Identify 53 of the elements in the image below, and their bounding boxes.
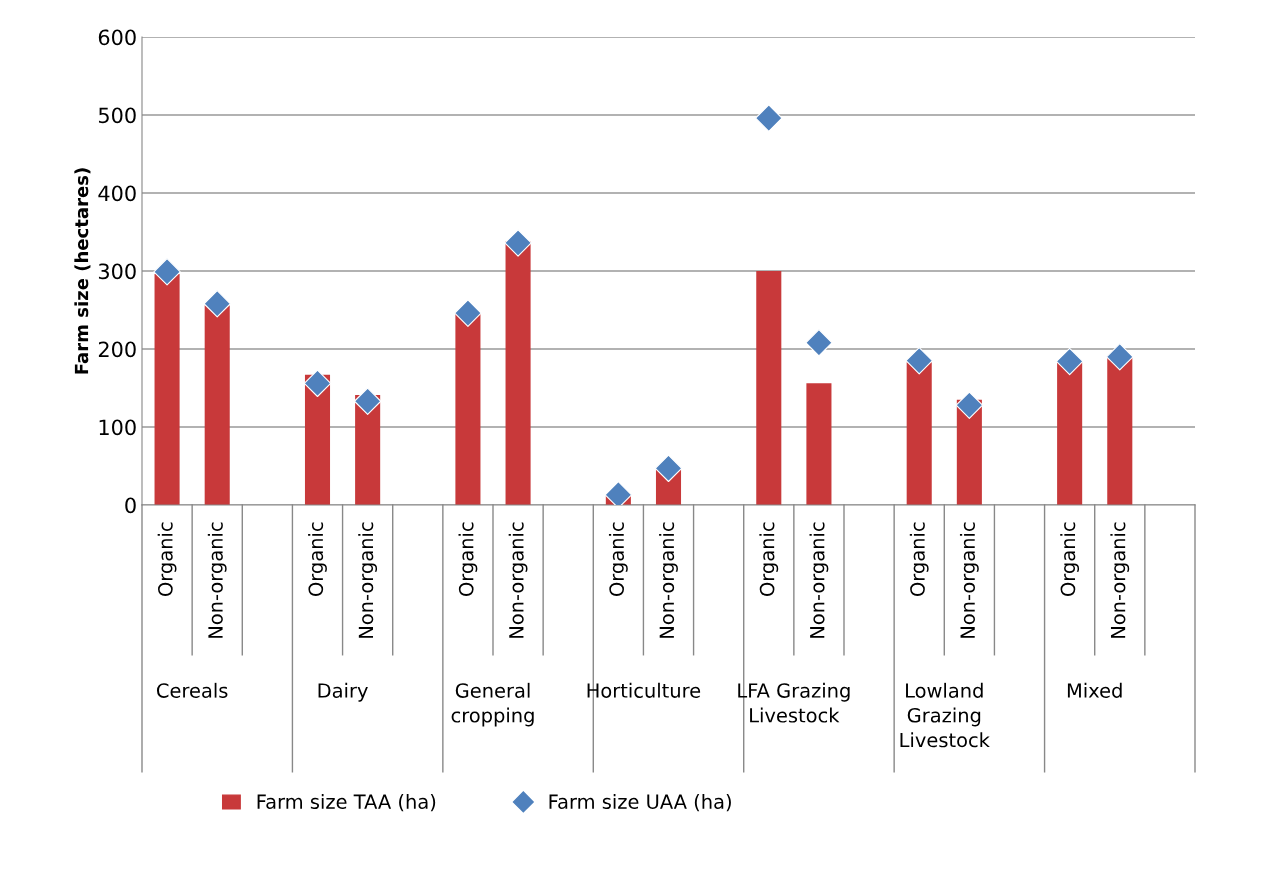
point <box>153 258 181 286</box>
y-tick-label: 100 <box>99 419 136 436</box>
legend-label: Farm size UAA (ha) <box>549 793 731 812</box>
point <box>1055 347 1084 376</box>
x-tick-label: Organic <box>909 522 929 596</box>
text: Horticulture <box>587 682 701 698</box>
bar <box>806 383 832 505</box>
text: Cereals <box>156 682 228 698</box>
point <box>654 454 683 483</box>
point <box>353 387 382 415</box>
text: Lowland Grazing Livestock <box>900 682 990 748</box>
y-tick-label: 500 <box>98 107 136 124</box>
x-tick-label: Organic <box>308 522 327 596</box>
x-tick-label: Organic <box>759 522 779 596</box>
bar <box>1107 356 1133 505</box>
y-axis-title: Farm size (hectares) <box>74 168 91 374</box>
x-tick-label: Organic <box>1060 522 1080 596</box>
bar <box>505 241 531 505</box>
x-tick-label: Non-organic <box>659 522 678 638</box>
point <box>203 290 231 318</box>
text: LFA Grazing Livestock <box>738 682 850 723</box>
legend-label: Farm size TAA (ha) <box>257 793 436 812</box>
point <box>454 299 482 327</box>
x-tick-label: Non-organic <box>1110 522 1130 638</box>
y-tick-label: 600 <box>98 29 136 46</box>
x-tick-label: Non-organic <box>508 522 528 638</box>
x-tick-label: Non-organic <box>207 522 227 638</box>
y-tick-label: 300 <box>98 263 136 280</box>
text: Dairy <box>318 682 368 702</box>
bar <box>455 312 481 505</box>
bar <box>1057 362 1083 505</box>
x-tick-label: Organic <box>458 522 478 596</box>
x-tick-label: Organic <box>157 522 177 596</box>
bar <box>906 362 932 505</box>
bar <box>154 274 180 505</box>
text: Mixed <box>1067 682 1122 698</box>
point <box>303 369 332 398</box>
x-tick-label: Non-organic <box>358 522 378 638</box>
bar <box>204 305 230 505</box>
y-tick-label: 400 <box>98 185 136 202</box>
y-tick-label: 200 <box>98 341 136 358</box>
x-tick-label: Organic <box>608 522 628 596</box>
x-tick-label: Non-organic <box>959 522 979 638</box>
y-tick-label: 0 <box>125 497 136 514</box>
point <box>805 329 833 357</box>
point <box>504 229 532 257</box>
x-tick-label: Non-organic <box>809 522 829 638</box>
text: General cropping <box>451 682 534 727</box>
point <box>1106 343 1134 371</box>
point <box>755 104 783 132</box>
bar <box>756 271 782 505</box>
point <box>905 346 933 375</box>
point <box>955 391 984 419</box>
